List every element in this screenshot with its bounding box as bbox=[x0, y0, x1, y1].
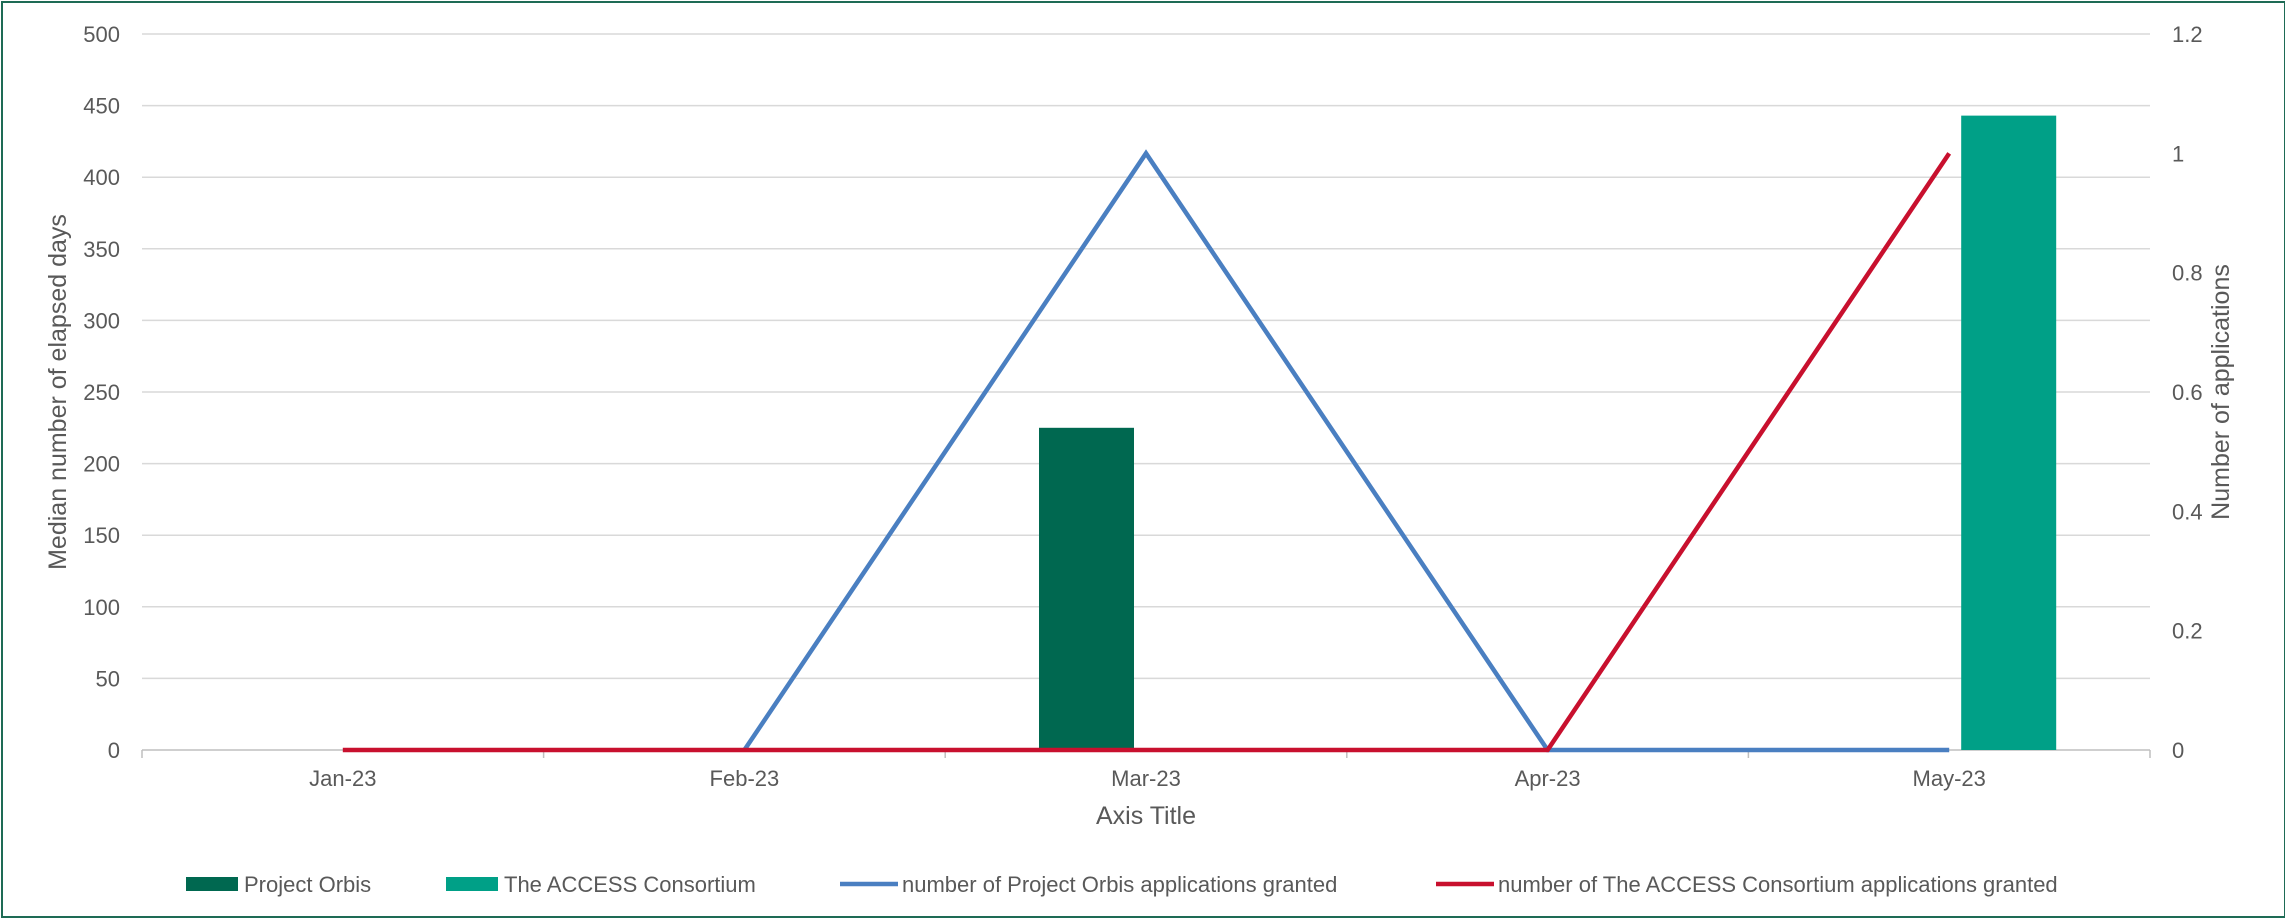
y-tick-label: 150 bbox=[83, 523, 120, 548]
lines bbox=[342, 149, 1952, 753]
legend: Project Orbis The ACCESS Consortium number… bbox=[186, 872, 2058, 897]
y2-tick-label: 1 bbox=[2172, 141, 2184, 166]
y-tick-label: 200 bbox=[83, 452, 120, 477]
gridlines bbox=[141, 33, 2151, 758]
x-axis-ticks: Jan-23 Feb-23 Mar-23 Apr-23 May-23 bbox=[309, 766, 1986, 791]
legend-label: Project Orbis bbox=[244, 872, 371, 897]
legend-swatch bbox=[446, 877, 498, 891]
y-tick-label: 500 bbox=[83, 22, 120, 47]
y-tick-label: 400 bbox=[83, 165, 120, 190]
legend-label: number of Project Orbis applications gra… bbox=[902, 872, 1337, 897]
y-tick-label: 50 bbox=[96, 666, 120, 691]
y2-axis-title: Number of applications bbox=[2207, 264, 2235, 520]
y-tick-label: 300 bbox=[83, 308, 120, 333]
y-axis-ticks: 0 50 100 150 200 250 300 350 400 450 500 bbox=[83, 22, 120, 763]
legend-swatch bbox=[186, 877, 238, 891]
y-tick-label: 0 bbox=[108, 738, 120, 763]
y2-tick-label: 0.6 bbox=[2172, 380, 2203, 405]
legend-label: The ACCESS Consortium bbox=[504, 872, 756, 897]
y-tick-label: 100 bbox=[83, 595, 120, 620]
y-tick-label: 350 bbox=[83, 237, 120, 262]
bar bbox=[1039, 427, 1134, 750]
series-line bbox=[742, 149, 1950, 753]
x-tick-label: Feb-23 bbox=[710, 766, 780, 791]
bars bbox=[1039, 115, 2057, 750]
y2-tick-label: 0.8 bbox=[2172, 261, 2203, 286]
x-tick-label: Mar-23 bbox=[1111, 766, 1181, 791]
bar bbox=[1961, 115, 2057, 750]
y2-axis-ticks: 0 0.2 0.4 0.6 0.8 1 1.2 bbox=[2172, 22, 2203, 763]
y2-tick-label: 0 bbox=[2172, 738, 2184, 763]
y2-tick-label: 0.4 bbox=[2172, 499, 2203, 524]
x-tick-label: Apr-23 bbox=[1515, 766, 1581, 791]
series-line bbox=[342, 152, 1952, 753]
y-tick-label: 250 bbox=[83, 380, 120, 405]
y2-tick-label: 1.2 bbox=[2172, 22, 2203, 47]
x-axis-title: Axis Title bbox=[1096, 802, 1196, 830]
x-tick-label: Jan-23 bbox=[309, 766, 376, 791]
y-tick-label: 450 bbox=[83, 94, 120, 119]
y-axis-title: Median number of elapsed days bbox=[44, 214, 72, 570]
x-tick-label: May-23 bbox=[1913, 766, 1986, 791]
legend-label: number of The ACCESS Consortium applicat… bbox=[1498, 872, 2058, 897]
y2-tick-label: 0.2 bbox=[2172, 619, 2203, 644]
